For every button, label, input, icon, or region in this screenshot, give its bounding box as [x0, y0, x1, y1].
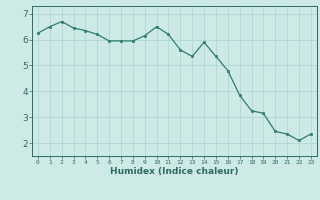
X-axis label: Humidex (Indice chaleur): Humidex (Indice chaleur) — [110, 167, 239, 176]
